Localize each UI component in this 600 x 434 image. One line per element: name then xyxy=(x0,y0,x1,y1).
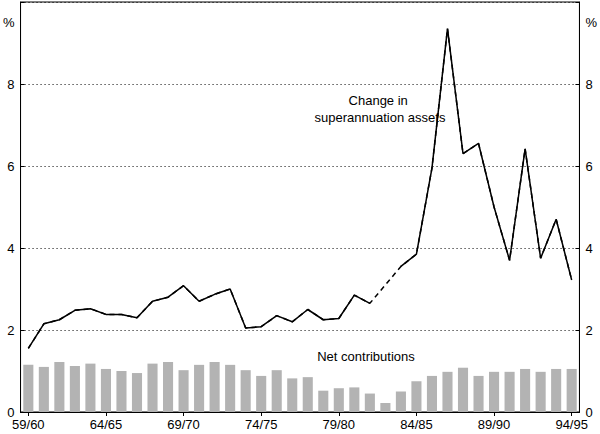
svg-text:Change in: Change in xyxy=(349,93,412,108)
svg-text:8: 8 xyxy=(585,77,592,92)
svg-text:8: 8 xyxy=(7,77,14,92)
svg-text:59/60: 59/60 xyxy=(12,417,45,432)
svg-text:94/95: 94/95 xyxy=(555,417,588,432)
svg-text:%: % xyxy=(585,15,597,30)
svg-text:84/85: 84/85 xyxy=(400,417,433,432)
svg-text:Net contributions: Net contributions xyxy=(317,349,415,364)
svg-text:2: 2 xyxy=(7,323,14,338)
svg-text:89/90: 89/90 xyxy=(478,417,511,432)
svg-text:6: 6 xyxy=(585,159,592,174)
svg-text:superannuation assets: superannuation assets xyxy=(315,110,446,125)
svg-text:0: 0 xyxy=(7,404,15,420)
svg-text:6: 6 xyxy=(7,159,14,174)
svg-text:64/65: 64/65 xyxy=(90,417,123,432)
svg-text:4: 4 xyxy=(7,241,14,256)
svg-text:74/75: 74/75 xyxy=(245,417,278,432)
svg-text:2: 2 xyxy=(585,323,592,338)
svg-text:79/80: 79/80 xyxy=(323,417,356,432)
svg-text:%: % xyxy=(3,15,15,30)
svg-text:4: 4 xyxy=(585,241,592,256)
svg-text:0: 0 xyxy=(585,404,593,420)
svg-text:69/70: 69/70 xyxy=(167,417,200,432)
